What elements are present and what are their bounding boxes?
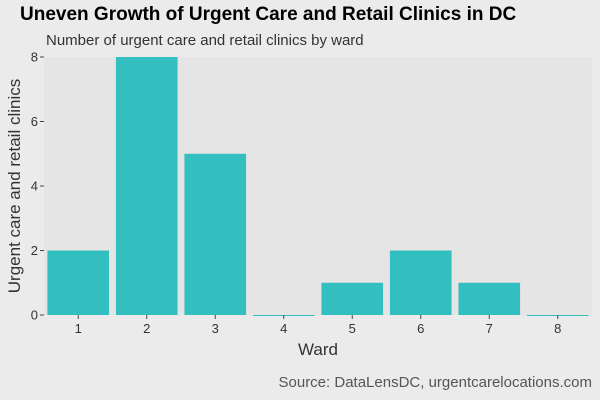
x-tick-label: 4 [280,321,287,336]
chart-caption: Source: DataLensDC, urgentcarelocations.… [278,374,593,391]
x-tick-label: 2 [143,321,150,336]
x-axis-title: Ward [298,340,338,359]
x-tick-label: 5 [349,321,356,336]
x-tick-label: 6 [417,321,424,336]
x-tick-label: 3 [212,321,219,336]
x-tick-label: 8 [554,321,561,336]
y-tick-label: 2 [31,243,38,258]
bar-ward-1 [47,250,110,315]
bar-ward-7 [458,282,521,315]
x-axis: 1 2 3 4 5 6 7 8 [75,315,561,336]
bar-ward-5 [321,282,384,315]
chart-subtitle: Number of urgent care and retail clinics… [46,32,364,49]
bar-ward-3 [184,153,247,315]
y-tick-label: 0 [31,308,38,323]
bars-layer [47,57,589,316]
bar-ward-2 [115,57,178,315]
y-tick-label: 6 [31,114,38,129]
bar-ward-6 [389,250,452,315]
x-tick-label: 7 [486,321,493,336]
y-tick-label: 8 [31,50,38,65]
x-tick-label: 1 [75,321,82,336]
y-axis-title: Urgent care and retail clinics [5,79,24,293]
y-tick-label: 4 [31,179,38,194]
chart-title: Uneven Growth of Urgent Care and Retail … [20,4,517,25]
y-axis: 0 2 4 6 8 [31,50,44,323]
